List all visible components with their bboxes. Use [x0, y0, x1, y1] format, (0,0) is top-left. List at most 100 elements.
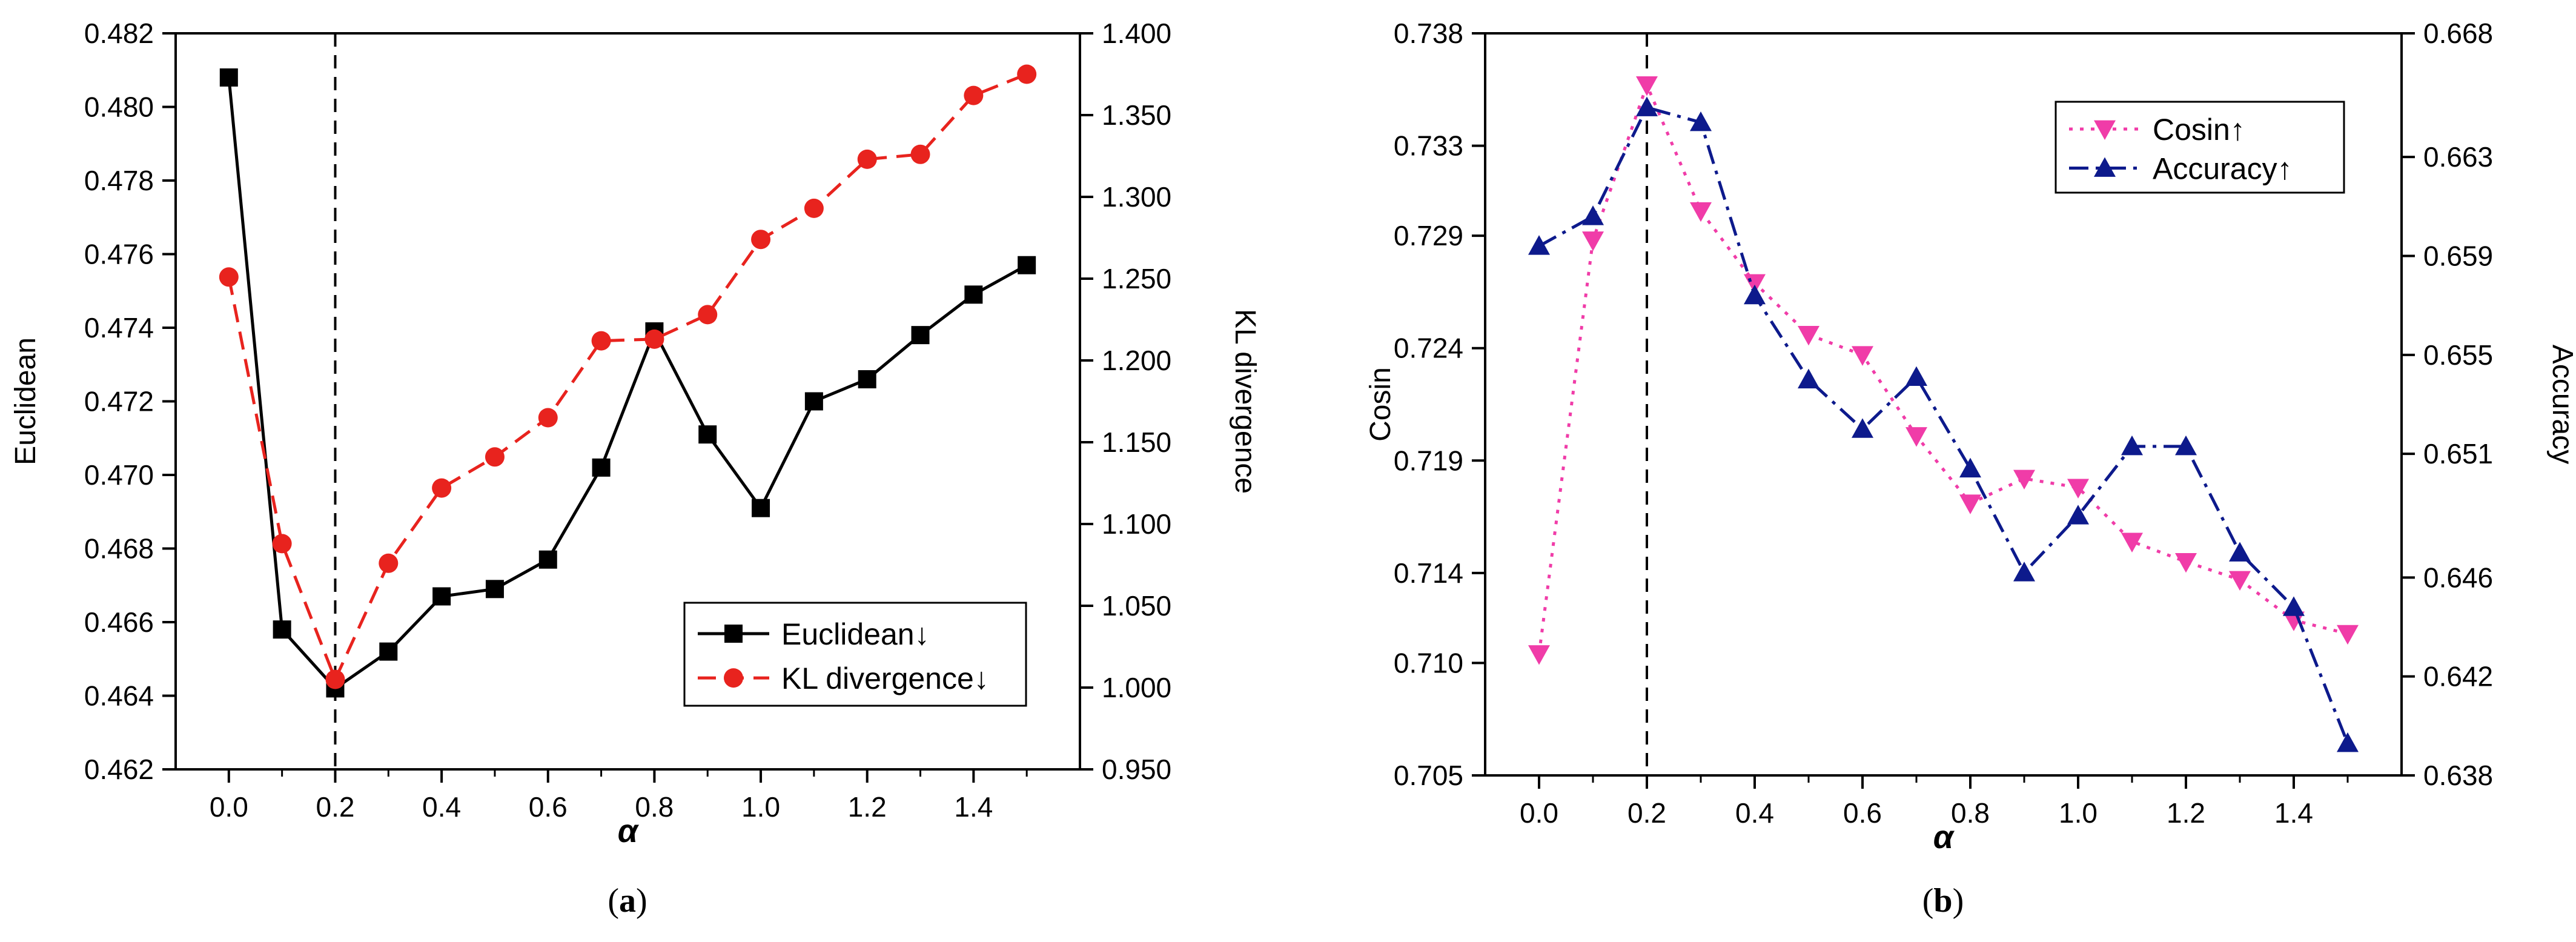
panel-a-y-right-tick-label: 1.350 [1102, 99, 1171, 131]
panel-a-x-tick-label: 1.4 [954, 791, 993, 823]
panel-b-legend-box [2055, 101, 2345, 194]
panel-b-x-tick-label: 0.4 [1735, 797, 1774, 829]
panel-a-y-right-tick-label: 1.250 [1102, 263, 1171, 294]
panel-a-y-left-axis-title: Euclidean [10, 337, 42, 465]
panel-b-x-tick-label: 1.4 [2274, 797, 2313, 829]
panel-b-data-point-2 [2013, 562, 2035, 582]
panel-b-legend-marker-1 [2094, 120, 2116, 140]
panel-a-data-point-2 [538, 408, 558, 428]
panel-b-legend-marker-2 [2094, 157, 2116, 177]
panel-a-data-point-1 [379, 642, 398, 661]
panel-a-y-left-tick-label: 0.476 [84, 239, 154, 270]
panel-a-data-point-2 [698, 305, 718, 325]
panel-b-x-axis-title: α [1933, 819, 1955, 855]
panel-a-legend-label-1: Euclidean↓ [781, 617, 930, 651]
panel-a-data-point-2 [964, 85, 984, 105]
panel-a-data-point-2 [644, 329, 664, 349]
panel-b-y-right-tick-label: 0.659 [2423, 240, 2493, 272]
panel-a-data-point-2 [219, 267, 239, 287]
panel-b-data-point-2 [1744, 284, 1766, 305]
panel-a-x-tick-label: 1.2 [848, 791, 887, 823]
panel-a-legend-box [683, 602, 1027, 707]
panel-b-data-point-2 [1528, 235, 1550, 255]
panel-a-data-point-2 [857, 149, 877, 169]
panel-a-data-point-2 [379, 553, 399, 573]
panel-a-data-point-1 [592, 458, 611, 477]
panel-a-x-axis-title: α [618, 813, 640, 849]
panel-a-data-point-1 [804, 392, 823, 411]
panel-a-data-point-1 [273, 620, 291, 639]
panel-b-data-point-1 [2283, 611, 2305, 631]
panel-b-data-point-2 [2175, 435, 2197, 456]
panel-b-y-right-tick-label: 0.668 [2423, 18, 2493, 49]
panel-b-legend-label-2: Accuracy↑ [2153, 152, 2293, 186]
panel-b-data-point-2 [1852, 418, 1873, 438]
panel-a-data-point-1 [698, 425, 717, 444]
panel-b-y-left-tick-label: 0.729 [1394, 220, 1463, 251]
panel-b-y-right-tick-label: 0.638 [2423, 760, 2493, 791]
panel-a-y-left-tick-label: 0.468 [84, 533, 154, 565]
panel-a-y-left-tick-label: 0.478 [84, 165, 154, 196]
panel-b-series-line-2 [1538, 106, 2349, 744]
panel-b-y-left-tick-label: 0.719 [1394, 445, 1463, 476]
panel-a-y-left-tick-label: 0.482 [84, 18, 154, 49]
panel-b-legend: Cosin↑ Accuracy↑ [2055, 101, 2345, 194]
panel-a-legend-label-2: KL divergence↓ [781, 662, 989, 695]
panel-a-x-tick-label: 0.4 [422, 791, 461, 823]
panel-a-legend-marker-1 [724, 625, 743, 643]
panel-b-series-line-1 [1537, 83, 2348, 654]
panel-b-data-point-1 [1582, 231, 1604, 251]
panel-b-data-point-2 [1906, 366, 1927, 386]
panel-b-y-right-tick-label: 0.642 [2423, 661, 2493, 692]
panel-a-y-left-tick-label: 0.474 [84, 312, 154, 343]
panel-b-x-tick-label: 1.2 [2167, 797, 2205, 829]
panel-b-y-left-tick-label: 0.733 [1394, 130, 1463, 162]
panel-b-y-left-tick-label: 0.738 [1394, 18, 1463, 49]
panel-a-data-point-2 [591, 331, 611, 351]
panel-a-x-tick-label: 0.2 [316, 791, 354, 823]
panel-b-data-point-1 [1636, 76, 1658, 96]
panel-b-data-point-1 [2337, 625, 2359, 645]
panel-a-y-left-tick-label: 0.480 [84, 91, 154, 123]
panel-a-data-point-2 [325, 669, 345, 689]
panel-a-y-right-tick-label: 1.100 [1102, 508, 1171, 540]
panel-a-y-right-tick-label: 1.000 [1102, 672, 1171, 703]
panel-b-data-point-2 [2337, 732, 2359, 752]
panel-a-data-point-2 [485, 447, 505, 467]
panel-b-data-point-2 [1582, 205, 1604, 225]
panel-a-data-point-1 [911, 326, 930, 345]
panel-a-y-left-tick-label: 0.462 [84, 754, 154, 785]
panel-b-data-point-1 [1906, 427, 1927, 447]
panel-a-data-point-1 [219, 68, 238, 87]
panel-b-data-point-2 [2121, 435, 2143, 456]
panel-a-y-left-tick-label: 0.472 [84, 386, 154, 417]
panel-b-y-right-tick-label: 0.663 [2423, 141, 2493, 173]
panel-a-y-right-tick-label: 1.300 [1102, 181, 1171, 213]
panel-b-data-point-1 [1852, 346, 1873, 366]
panel-b-x-tick-label: 1.0 [2059, 797, 2098, 829]
panel-b-y-left-axis-title: Cosin [1365, 367, 1397, 442]
panel-a-data-point-1 [752, 499, 770, 517]
panel-a-y-left-tick-label: 0.464 [84, 680, 154, 712]
panel-a-panel-label: (a) [608, 882, 647, 920]
panel-b-data-point-2 [1690, 111, 1712, 131]
panel-a-y-left-tick-label: 0.470 [84, 459, 154, 491]
panel-b-data-point-1 [2229, 571, 2251, 591]
panel-b-y-right-axis-title: Accuracy [2546, 345, 2576, 464]
panel-a-data-point-2 [751, 230, 771, 250]
panel-b-data-point-1 [1959, 494, 1981, 514]
panel-a-y-right-tick-label: 1.400 [1102, 18, 1171, 49]
panel-a-series-line-1 [227, 77, 1028, 690]
panel-a-legend: Euclidean↓ KL divergence↓ [683, 602, 1027, 707]
panel-b-data-point-1 [2013, 469, 2035, 489]
panel-a-data-point-1 [485, 580, 504, 599]
panel-b: 0.0 0.2 0.4 0.6 0.8 1.0 1.2 1.4 0.705 0.710 0.714 0… [1365, 18, 2576, 920]
panel-b-data-point-2 [2067, 505, 2089, 525]
panel-b-x-tick-label: 0.8 [1951, 797, 1990, 829]
panel-b-x-tick-label: 0.2 [1627, 797, 1666, 829]
panel-a-data-point-1 [538, 550, 557, 569]
panel-b-x-tick-label: 0.6 [1843, 797, 1882, 829]
panel-b-data-point-2 [1636, 96, 1658, 116]
panel-b-data-point-1 [2121, 532, 2143, 552]
